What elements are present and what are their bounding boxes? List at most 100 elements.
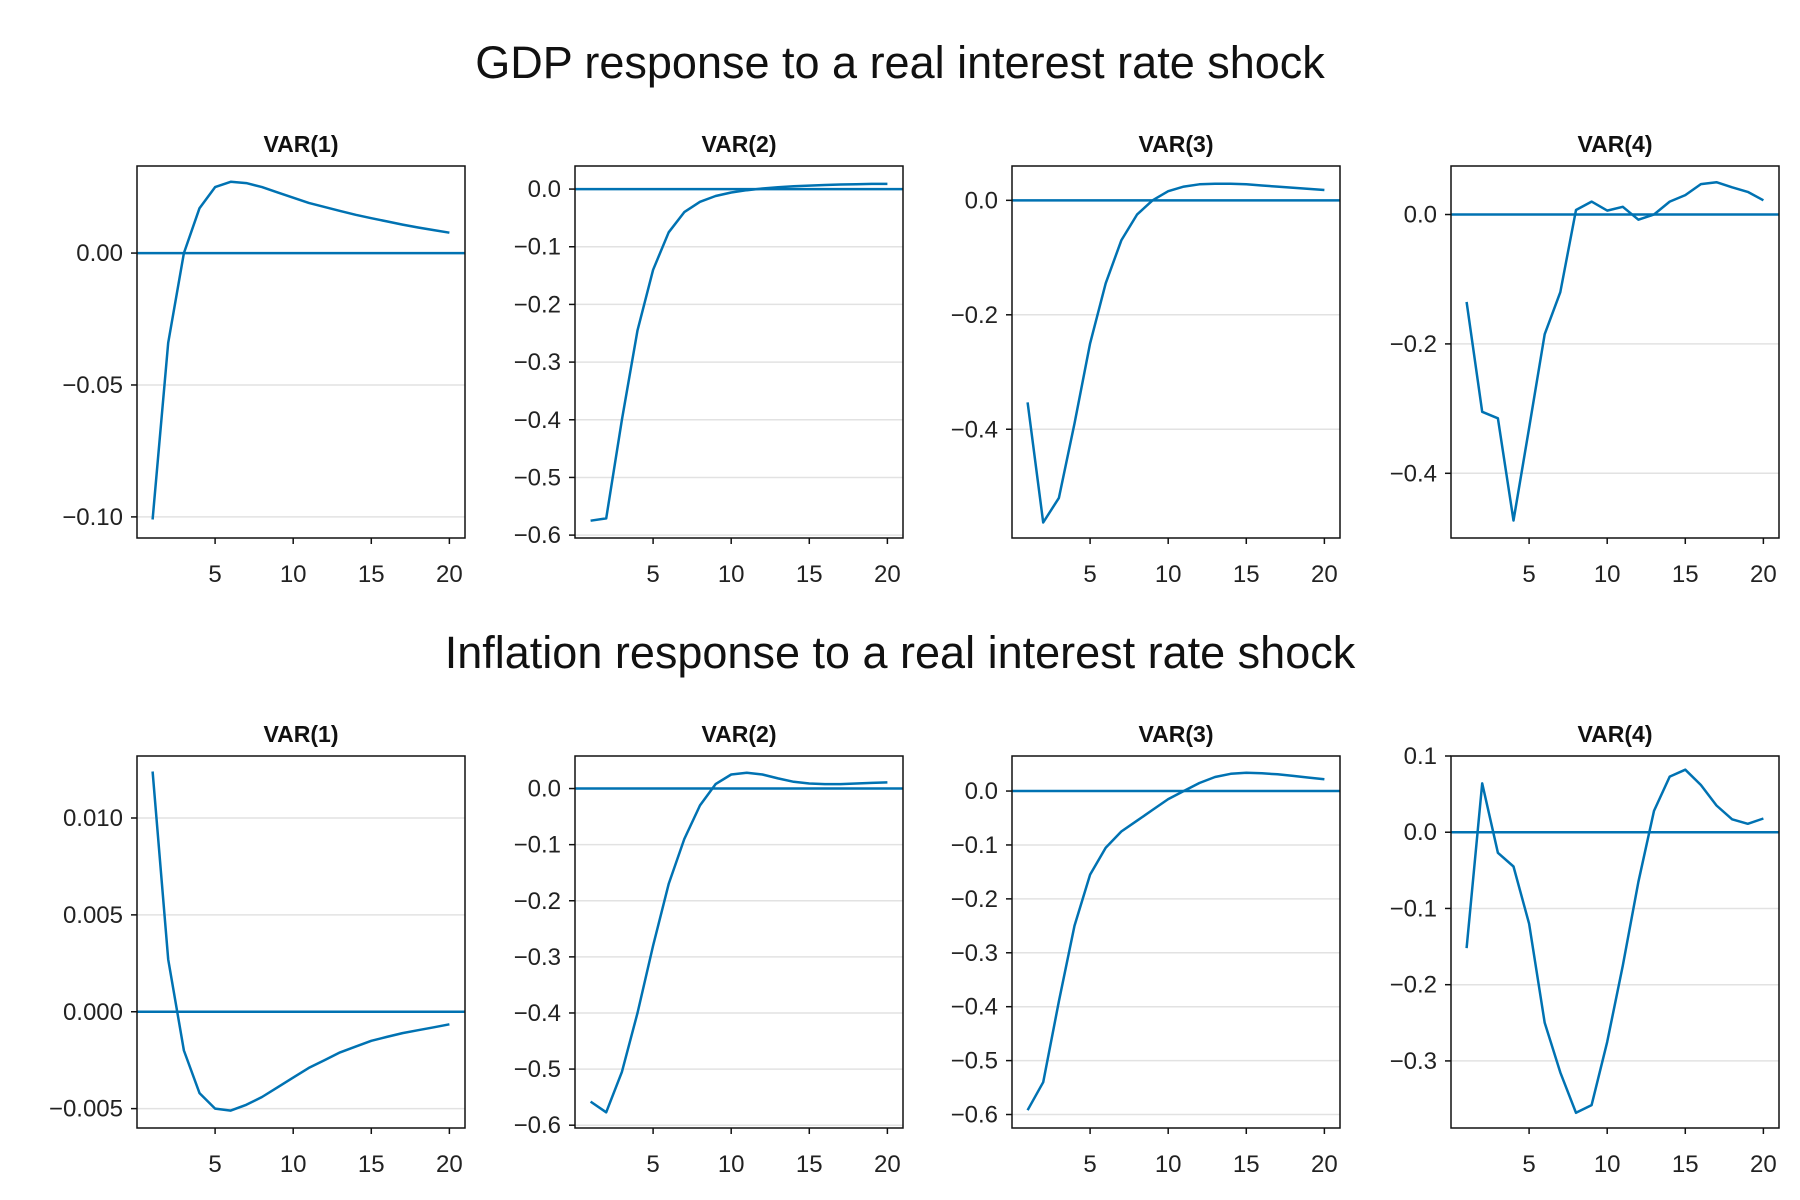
gdp-var2-ytick-label: −0.3: [514, 349, 561, 376]
gdp-var1-ytick-label: −0.10: [62, 504, 123, 531]
inflation-var2-ytick-label: −0.1: [514, 832, 561, 859]
inflation-var2-ytick-label: −0.6: [514, 1112, 561, 1139]
gdp-var2-ytick-label: −0.6: [514, 522, 561, 549]
gdp-var2-xtick-label: 5: [646, 561, 659, 588]
gdp-var4-xtick-label: 5: [1522, 561, 1535, 588]
gdp-var4-panel: VAR(4) 5 10 15 20 0.0 −0.2 −0.4: [1390, 131, 1780, 588]
gdp-var4-frame: [1450, 165, 1780, 539]
inflation-var2-xtick-label: 5: [646, 1151, 659, 1178]
gdp-var3-series-line: [1026, 182, 1325, 524]
inflation-var1-ytick-label: 0.010: [63, 805, 123, 832]
inflation-var4-xtick-label: 5: [1522, 1151, 1535, 1178]
inflation-var2-ytick-label: −0.2: [514, 888, 561, 915]
inflation-var4-title: VAR(4): [1578, 721, 1653, 747]
inflation-var1-title: VAR(1): [264, 721, 339, 747]
inflation-var3-panel: VAR(3) 5 10 15 20 0.0 −0.1 −0.2 −0.3 −0.4 −0.5 −0.6: [951, 721, 1341, 1178]
gdp-var2-ytick-label: −0.5: [514, 464, 561, 491]
gdp-var3-xtick-label: 10: [1155, 561, 1182, 588]
gdp-var4-series-line: [1465, 180, 1764, 522]
gdp-var2-frame: [574, 165, 904, 539]
gdp-var4-xtick-label: 15: [1672, 561, 1699, 588]
inflation-var4-series-line: [1465, 768, 1764, 1115]
inflation-var4-ytick-label: 0.0: [1404, 819, 1437, 846]
gdp-var1-panel: VAR(1) 5 10 15 20 −0.10 −0.05 0.00: [62, 131, 466, 588]
inflation-var4-ytick-label: 0.1: [1404, 743, 1437, 770]
gdp-var4-ytick-label: −0.2: [1390, 331, 1437, 358]
gdp-var1-xtick-label: 5: [208, 561, 221, 588]
inflation-var3-title: VAR(3): [1139, 721, 1214, 747]
inflation-var4-frame: [1450, 755, 1780, 1129]
inflation-var3-ytick-label: −0.6: [951, 1102, 998, 1129]
gdp-var2-ytick-label: −0.4: [514, 407, 561, 434]
inflation-var2-title: VAR(2): [702, 721, 777, 747]
inflation-var2-panel: VAR(2) 5 10 15 20 0.0 −0.1 −0.2 −0.3 −0.4 −0.5 −0.6: [514, 721, 904, 1178]
gdp-var3-panel: VAR(3) 5 10 15 20 0.0 −0.2 −0.4: [951, 131, 1341, 588]
inflation-var3-ytick-label: −0.2: [951, 886, 998, 913]
inflation-var1-xtick-label: 10: [280, 1151, 307, 1178]
gdp-var1-title: VAR(1): [264, 131, 339, 157]
inflation-var2-series-line: [589, 771, 888, 1114]
inflation-var2-xtick-label: 10: [718, 1151, 745, 1178]
gdp-var2-xtick-label: 20: [874, 561, 901, 588]
inflation-var4-xtick-label: 10: [1594, 1151, 1621, 1178]
gdp-var2-xtick-label: 15: [796, 561, 823, 588]
gdp-var1-series-line: [151, 180, 450, 520]
inflation-var3-ytick-label: −0.1: [951, 832, 998, 859]
gdp-var3-xtick-label: 5: [1083, 561, 1096, 588]
gdp-var4-ytick-label: −0.4: [1390, 460, 1437, 487]
inflation-var4-ytick-label: −0.3: [1390, 1048, 1437, 1075]
gdp-var1-ytick-label: −0.05: [62, 372, 123, 399]
inflation-var2-ytick-label: −0.3: [514, 944, 561, 971]
inflation-var1-frame: [136, 755, 466, 1129]
inflation-var1-ytick-label: 0.005: [63, 902, 123, 929]
inflation-var2-xtick-label: 15: [796, 1151, 823, 1178]
gdp-var1-ytick-label: 0.00: [76, 240, 123, 267]
gdp-var1-xtick-label: 15: [358, 561, 385, 588]
gdp-var4-xtick-label: 10: [1594, 561, 1621, 588]
inflation-var1-xtick-label: 5: [208, 1151, 221, 1178]
gdp-var3-title: VAR(3): [1139, 131, 1214, 157]
gdp-var2-title: VAR(2): [702, 131, 777, 157]
gdp-var1-xtick-label: 20: [436, 561, 463, 588]
inflation-var2-ytick-label: −0.4: [514, 1000, 561, 1027]
gdp-var2-panel: VAR(2) 5 10 15 20 0.0 −0.1 −0.2 −0.3 −0.4 −0.5 −0.6: [514, 131, 904, 588]
gdp-var4-xtick-label: 20: [1750, 561, 1777, 588]
gdp-var3-xtick-label: 20: [1311, 561, 1338, 588]
gdp-var1-xtick-label: 10: [280, 561, 307, 588]
gdp-var1-frame: [136, 165, 466, 539]
inflation-var4-xtick-label: 20: [1750, 1151, 1777, 1178]
inflation-var3-xtick-label: 5: [1083, 1151, 1096, 1178]
inflation-var1-panel: VAR(1) 5 10 15 20 0.010 0.005 0.000 −0.005: [49, 721, 466, 1178]
gdp-var4-title: VAR(4): [1578, 131, 1653, 157]
inflation-var2-ytick-label: 0.0: [528, 776, 561, 803]
gdp-row-title: GDP response to a real interest rate sho…: [475, 37, 1325, 88]
inflation-var3-ytick-label: 0.0: [965, 778, 998, 805]
gdp-var2-ytick-label: −0.1: [514, 234, 561, 261]
inflation-var3-xtick-label: 10: [1155, 1151, 1182, 1178]
inflation-var3-series-line: [1026, 771, 1325, 1111]
gdp-var3-frame: [1011, 165, 1341, 539]
inflation-var3-xtick-label: 20: [1311, 1151, 1338, 1178]
gdp-var3-ytick-label: −0.2: [951, 302, 998, 329]
inflation-var3-ytick-label: −0.4: [951, 994, 998, 1021]
inflation-var2-frame: [574, 755, 904, 1129]
gdp-var3-xtick-label: 15: [1233, 561, 1260, 588]
inflation-var3-ytick-label: −0.3: [951, 940, 998, 967]
inflation-var1-ytick-label: 0.000: [63, 999, 123, 1026]
inflation-var4-ytick-label: −0.1: [1390, 895, 1437, 922]
inflation-var3-frame: [1011, 755, 1341, 1129]
inflation-var2-ytick-label: −0.5: [514, 1056, 561, 1083]
gdp-var4-ytick-label: 0.0: [1404, 202, 1437, 229]
gdp-var3-ytick-label: 0.0: [965, 187, 998, 214]
inflation-var1-xtick-label: 15: [358, 1151, 385, 1178]
inflation-var4-ytick-label: −0.2: [1390, 972, 1437, 999]
inflation-var1-xtick-label: 20: [436, 1151, 463, 1178]
inflation-var4-panel: VAR(4) 5 10 15 20 0.1 0.0 −0.1 −0.2 −0.3: [1390, 721, 1780, 1178]
gdp-var2-ytick-label: 0.0: [528, 176, 561, 203]
gdp-var3-ytick-label: −0.4: [951, 416, 998, 443]
inflation-row-title: Inflation response to a real interest ra…: [444, 627, 1356, 678]
inflation-var4-xtick-label: 15: [1672, 1151, 1699, 1178]
inflation-var2-xtick-label: 20: [874, 1151, 901, 1178]
gdp-var2-xtick-label: 10: [718, 561, 745, 588]
